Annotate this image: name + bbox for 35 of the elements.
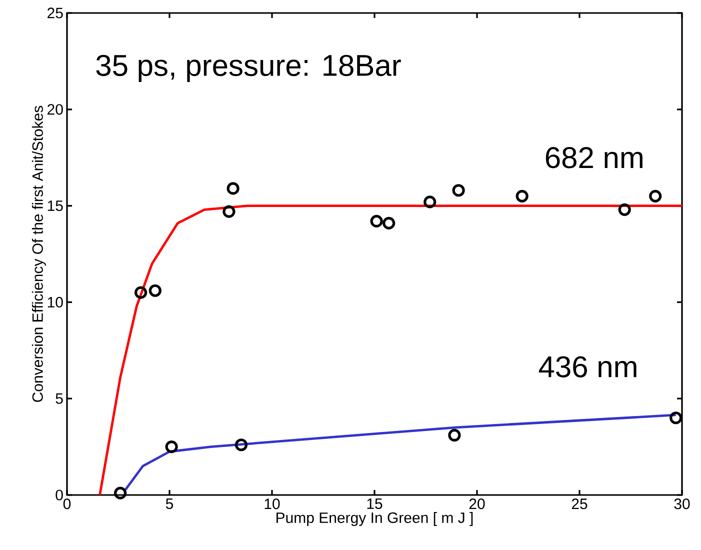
- annotation: 35 ps, pressure: 18Bar: [96, 54, 401, 82]
- x-tick-label: 15: [367, 498, 382, 509]
- point: [382, 216, 396, 230]
- point: [134, 286, 148, 299]
- point: [618, 203, 631, 216]
- y-tick-label: 25: [48, 8, 63, 18]
- point: [226, 182, 240, 195]
- y-tick-label: 20: [48, 104, 63, 115]
- point: [222, 205, 236, 218]
- x-tick-label: 30: [674, 498, 690, 510]
- point: [670, 412, 682, 424]
- x-tick-label: 20: [469, 498, 485, 510]
- point: [234, 438, 248, 452]
- point: [516, 190, 528, 202]
- point: [370, 214, 383, 228]
- x-axis-title: Pump Energy In Green [ m J ]: [276, 512, 473, 526]
- point: [452, 184, 465, 197]
- point: [649, 190, 662, 202]
- x-tick-label: 0: [63, 498, 71, 510]
- point: [165, 440, 178, 454]
- point: [424, 196, 436, 208]
- series-label: 436 nm: [538, 356, 636, 378]
- y-tick-label: 10: [48, 296, 63, 308]
- y-tick-label: 0: [56, 490, 63, 500]
- x-tick-label: 25: [572, 498, 588, 510]
- y-tick-label: 15: [48, 200, 63, 212]
- point: [448, 428, 461, 442]
- x-tick-label: 10: [264, 498, 280, 510]
- point: [114, 486, 127, 500]
- series-label: 682 nm: [546, 147, 642, 168]
- x-tick-label: 5: [166, 498, 174, 509]
- y-tick-label: 5: [56, 393, 63, 404]
- line-series: [123, 414, 678, 492]
- point: [148, 284, 162, 297]
- y-axis-title: Conversion Efficiency Of the first Anit/Stokes: [32, 106, 46, 402]
